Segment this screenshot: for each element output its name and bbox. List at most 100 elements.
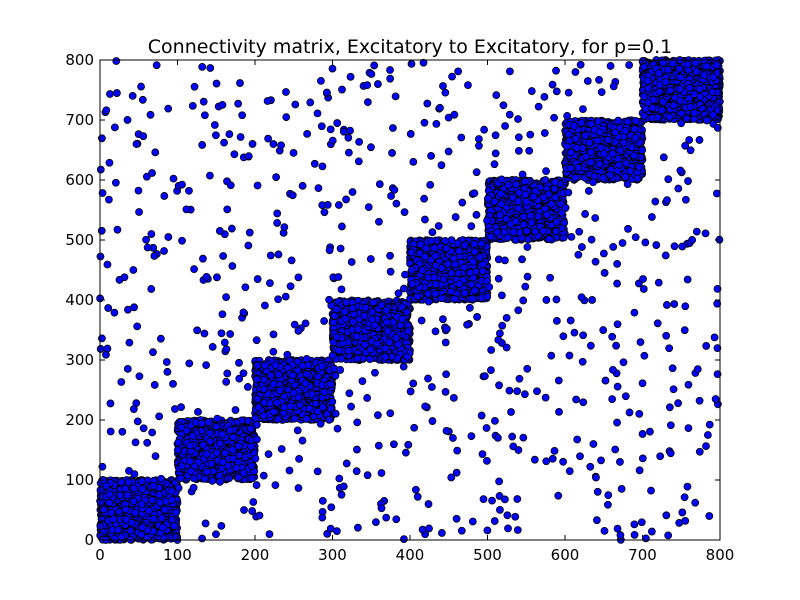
scatter-point [186,457,194,466]
scatter-point [160,505,169,514]
scatter-point [442,244,451,253]
scatter-point [266,371,275,380]
scatter-point [369,298,378,307]
scatter-point [477,239,486,248]
scatter-point [173,446,182,454]
scatter-point [368,315,376,324]
scatter-point [450,294,459,303]
scatter-point [117,478,126,487]
scatter-point [383,327,392,336]
scatter-point [455,280,464,288]
scatter-point [207,460,216,468]
scatter-point [259,411,268,420]
scatter-point [398,303,406,311]
scatter-point [116,491,125,500]
scatter-point [138,477,146,486]
scatter-point [121,484,130,493]
scatter-point [147,496,156,504]
scatter-point [253,361,262,370]
scatter-point [206,437,214,446]
scatter-point [109,515,118,523]
scatter-point [430,244,439,252]
scatter-point [105,498,114,507]
scatter-point [232,464,241,472]
scatter-point [177,423,186,432]
scatter-point [441,237,450,245]
scatter-point [365,355,374,363]
scatter-point [105,490,114,499]
scatter-point [168,496,176,504]
scatter-point [234,473,243,482]
scatter-point [326,380,335,389]
scatter-point [298,361,307,370]
scatter-point [455,247,463,256]
scatter-point [203,467,212,476]
scatter-point [447,287,455,296]
scatter-point [172,508,180,517]
scatter-point [100,505,108,514]
scatter-point [348,304,357,313]
scatter-point [216,439,225,448]
scatter-point [471,286,479,295]
scatter-point [373,339,382,348]
scatter-point [280,403,289,412]
scatter-point [328,397,337,406]
scatter-point [392,334,401,342]
scatter-point [368,308,377,316]
scatter-point [269,407,278,416]
scatter-point [266,399,274,408]
scatter-point [332,333,341,342]
scatter-point [431,251,440,260]
scatter-point [226,426,234,435]
scatter-point [170,522,179,530]
scatter-point [138,523,147,532]
scatter-point [431,280,440,289]
scatter-point [137,530,146,539]
scatter-point [156,498,164,507]
scatter-point [302,370,311,379]
chart-title: Connectivity matrix, Excitatory to Excit… [148,36,672,58]
scatter-point [385,338,394,347]
scatter-point [219,458,227,466]
scatter-point [307,390,316,399]
scatter-point [381,344,390,353]
scatter-point [427,236,436,245]
scatter-point [200,474,209,483]
scatter-point [382,306,391,315]
scatter-point [187,467,195,476]
scatter-point [218,430,227,439]
scatter-point [437,294,446,303]
scatter-point [244,417,253,425]
scatter-point [149,514,158,523]
scatter-point [197,419,206,428]
scatter-point [137,500,146,509]
scatter-point [221,449,229,458]
scatter-point [320,388,329,397]
scatter-point [269,380,278,388]
scatter-point [110,534,119,543]
scatter-point [186,441,195,450]
scatter-point [247,462,256,470]
scatter-point [288,371,297,380]
scatter-point [313,407,322,416]
scatter-point [275,386,284,395]
scatter-point [174,438,183,447]
scatter-point [302,415,311,423]
scatter-point [253,395,262,403]
scatter-point [126,526,135,535]
scatter-point [252,375,261,384]
scatter-point [261,361,269,370]
scatter-points [96,56,724,544]
scatter-point [172,533,180,541]
scatter-point [117,533,126,541]
scatter-point [460,263,468,272]
scatter-point [202,450,211,458]
scatter-point [251,414,260,423]
scatter-point [114,526,122,534]
scatter-point [344,346,353,355]
scatter-point [430,273,438,282]
scatter-point [383,318,391,327]
scatter-point [404,327,413,336]
scatter-point [349,318,357,326]
scatter-point [413,292,422,301]
